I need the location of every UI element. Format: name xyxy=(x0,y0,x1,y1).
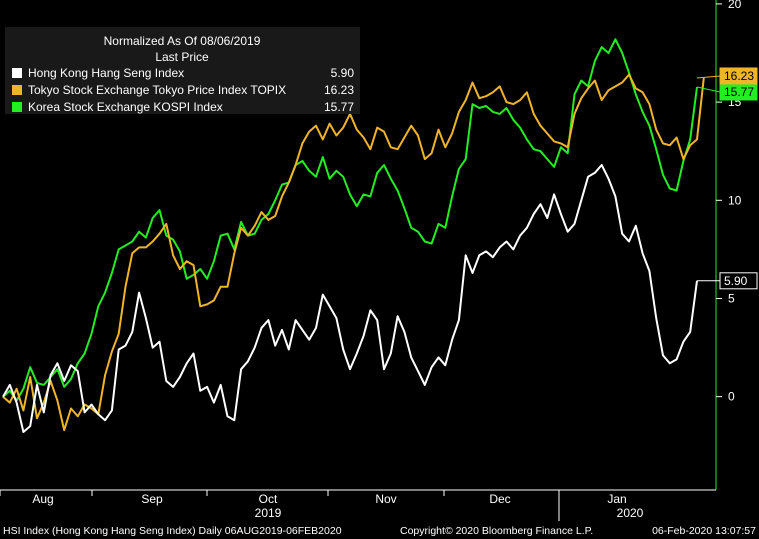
x-tick-label: Jan xyxy=(607,492,626,506)
legend-box xyxy=(5,27,360,114)
legend-series-name: Hong Kong Hang Seng Index xyxy=(28,66,184,80)
y-tick-label: 0 xyxy=(728,390,735,404)
x-year-label: 2020 xyxy=(617,506,644,520)
series-line-2 xyxy=(2,38,698,402)
footer: HSI Index (Hong Kong Hang Seng Index) Da… xyxy=(3,525,756,537)
y-tick-label: 20 xyxy=(728,0,742,11)
footer-right: 06-Feb-2020 13:07:57 xyxy=(652,525,756,537)
last-value-text: 5.90 xyxy=(724,274,748,288)
series-line-0 xyxy=(2,164,698,433)
legend-series-last: 15.77 xyxy=(324,100,354,114)
last-value-text: 15.77 xyxy=(724,85,754,99)
legend-series-name: Tokyo Stock Exchange Tokyo Price Index T… xyxy=(28,83,286,97)
legend-series-last: 16.23 xyxy=(324,83,354,97)
legend-swatch xyxy=(12,68,22,78)
legend-series-last: 5.90 xyxy=(331,66,355,80)
y-tick-label: 10 xyxy=(728,193,742,207)
last-value-tag xyxy=(719,67,758,85)
legend-series-name: Korea Stock Exchange KOSPI Index xyxy=(28,100,223,114)
legend-swatch xyxy=(12,85,22,95)
series-lines xyxy=(2,38,705,433)
footer-center: Copyright© 2020 Bloomberg Finance L.P. xyxy=(400,525,593,537)
legend: Normalized As Of 08/06/2019 Last Price H… xyxy=(5,27,360,114)
x-tick-label: Dec xyxy=(489,492,510,506)
x-tick-label: Sep xyxy=(141,492,163,506)
x-year-label: 2019 xyxy=(255,506,282,520)
legend-subtitle: Last Price xyxy=(155,50,209,64)
legend-rows: Hong Kong Hang Seng Index 5.90 Tokyo Stock… xyxy=(12,66,354,114)
last-value-tag xyxy=(719,272,758,290)
x-tick-label: Aug xyxy=(32,492,53,506)
last-value-leader xyxy=(696,86,721,93)
x-tick-label: Oct xyxy=(259,492,278,506)
last-value-leader xyxy=(696,75,721,79)
x-tick-label: Nov xyxy=(375,492,396,506)
legend-title: Normalized As Of 08/06/2019 xyxy=(104,34,261,48)
footer-left: HSI Index (Hong Kong Hang Seng Index) Da… xyxy=(3,525,342,537)
series-line-1 xyxy=(2,73,705,432)
y-tick-label: 5 xyxy=(728,291,735,305)
legend-swatch xyxy=(12,102,22,112)
last-value-text: 16.23 xyxy=(724,69,754,83)
